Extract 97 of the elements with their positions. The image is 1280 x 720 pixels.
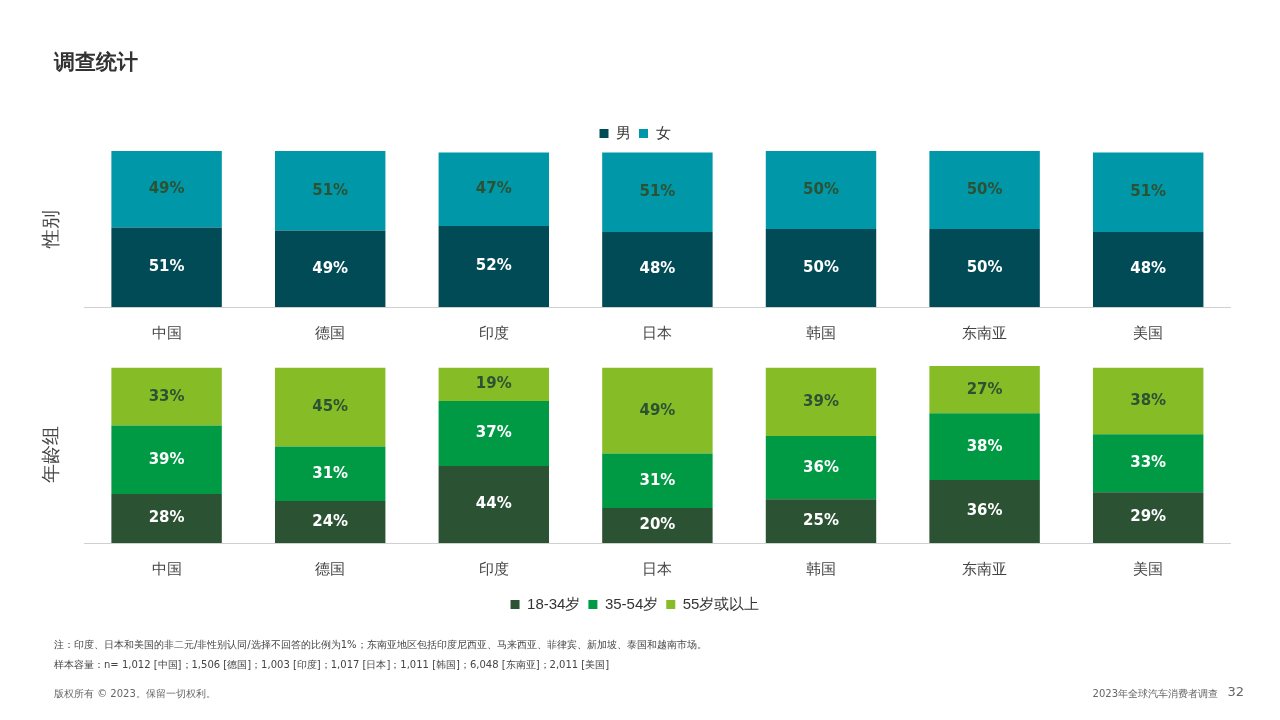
- y-axis-title: 年龄组: [39, 426, 61, 483]
- x-tick-label: 美国: [1133, 560, 1164, 578]
- bar: [438, 401, 550, 466]
- data-label: 19%: [475, 374, 512, 393]
- data-label: 39%: [803, 391, 839, 410]
- data-label: 50%: [966, 257, 1003, 276]
- bar: [111, 425, 222, 494]
- x-tick-label: 美国: [1133, 324, 1164, 342]
- text: 2023年全球汽车消费者调查: [1092, 687, 1218, 701]
- x-tick-label: 中国: [151, 560, 182, 578]
- x-tick-label: 印度: [478, 560, 509, 578]
- data-label: 51%: [639, 182, 676, 201]
- data-label: 37%: [475, 423, 512, 442]
- data-label: 36%: [966, 501, 1003, 520]
- bar: [765, 499, 877, 543]
- data-label: 33%: [148, 386, 185, 405]
- text: 版权所有 © 2023。保留一切权利。: [54, 687, 216, 701]
- bar: [765, 151, 877, 229]
- bar: [274, 446, 386, 501]
- bar: [438, 367, 550, 402]
- bar: [602, 507, 713, 543]
- text: 样本容量：n= 1,012 [中国]；1,506 [德国]；1,003 [印度]；1,017 [日本]；1,011 [韩国]；6,048 [东南亚]；2,011 [美国]: [54, 658, 610, 672]
- data-label: 28%: [148, 508, 185, 527]
- data-label: 29%: [1130, 507, 1167, 526]
- data-label: 49%: [639, 400, 676, 419]
- data-label: 49%: [148, 179, 185, 198]
- x-tick-label: 东南亚: [962, 324, 1008, 342]
- data-label: 50%: [803, 257, 839, 276]
- x-tick-label: 日本: [642, 324, 673, 342]
- x-tick-label: 东南亚: [962, 560, 1008, 578]
- data-label: 31%: [639, 470, 676, 489]
- x-tick-label: 韩国: [806, 560, 836, 578]
- bar: [1092, 367, 1204, 435]
- x-tick-label: 日本: [642, 560, 673, 578]
- bar: [765, 436, 877, 500]
- data-label: 38%: [1130, 390, 1167, 409]
- data-label: 48%: [1130, 259, 1167, 278]
- data-label: 25%: [803, 510, 839, 529]
- bar: [929, 366, 1040, 414]
- x-tick-label: 印度: [478, 324, 509, 342]
- bar: [111, 367, 222, 426]
- bar: [274, 151, 386, 231]
- data-label: 50%: [803, 179, 839, 198]
- legend-label: 女: [655, 123, 671, 141]
- data-label: 51%: [312, 180, 349, 199]
- bar: [602, 453, 713, 508]
- data-label: 52%: [475, 256, 512, 275]
- data-label: 27%: [966, 379, 1003, 398]
- bar: [274, 500, 386, 543]
- bar: [111, 151, 222, 228]
- data-label: 48%: [639, 259, 676, 278]
- legend-label: 18-34岁: [527, 594, 581, 612]
- bar: [765, 229, 877, 307]
- bar: [1092, 434, 1204, 493]
- bar: [274, 230, 386, 307]
- bar: [1092, 152, 1204, 233]
- data-label: 45%: [312, 397, 349, 416]
- chart-title: 调查统计: [54, 49, 138, 76]
- x-tick-label: 德国: [315, 560, 346, 578]
- text: 32: [1227, 684, 1244, 699]
- y-axis-title: 性别: [39, 210, 61, 249]
- bar: [765, 367, 877, 437]
- x-tick-label: 韩国: [806, 324, 836, 342]
- data-label: 31%: [312, 463, 349, 482]
- bar: [929, 229, 1040, 307]
- data-label: 38%: [966, 436, 1003, 455]
- data-label: 39%: [148, 449, 185, 468]
- data-label: 44%: [475, 494, 512, 513]
- text: 注：印度、日本和美国的非二元/非性别认同/选择不回答的比例为1%；东南亚地区包括印度尼西亚、马来西亚、菲律宾、新加坡、泰国和越南市场。: [54, 638, 707, 652]
- legend-label: 35-54岁: [604, 594, 659, 612]
- data-label: 47%: [475, 179, 512, 198]
- bar: [438, 152, 550, 226]
- data-label: 24%: [312, 511, 349, 530]
- bar: [1092, 232, 1204, 307]
- data-label: 50%: [966, 179, 1003, 198]
- data-label: 51%: [1130, 182, 1167, 201]
- bar: [602, 152, 713, 233]
- data-label: 51%: [148, 257, 185, 276]
- data-label: 20%: [639, 515, 676, 534]
- bar: [929, 413, 1040, 480]
- data-label: 36%: [803, 457, 839, 476]
- data-label: 33%: [1130, 453, 1167, 472]
- bar: [111, 227, 222, 307]
- bar: [602, 367, 713, 454]
- bar: [438, 225, 550, 307]
- bar: [929, 479, 1040, 543]
- data-label: 49%: [312, 258, 349, 277]
- bar: [929, 151, 1040, 229]
- x-tick-label: 德国: [315, 324, 346, 342]
- bar: [438, 465, 550, 543]
- bar: [274, 367, 386, 447]
- bar: [1092, 492, 1204, 543]
- bar: [602, 232, 713, 307]
- legend-label: 男: [616, 123, 631, 141]
- bar: [111, 493, 222, 543]
- legend-label: 55岁或以上: [682, 594, 760, 612]
- x-tick-label: 中国: [151, 324, 182, 342]
